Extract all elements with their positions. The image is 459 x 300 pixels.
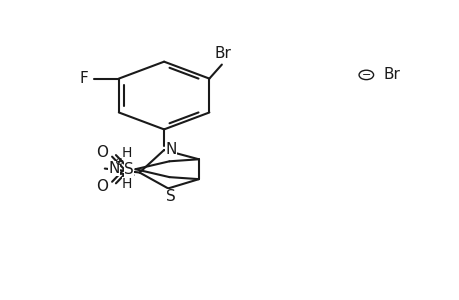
Text: S: S [124, 162, 134, 177]
Text: N: N [165, 142, 176, 158]
Text: N: N [108, 161, 119, 176]
Text: O: O [96, 179, 108, 194]
Text: H: H [122, 146, 132, 160]
Text: O: O [96, 145, 108, 160]
Text: H: H [122, 177, 132, 191]
Text: ⊕: ⊕ [114, 157, 124, 167]
Text: S: S [165, 189, 175, 204]
Text: F: F [79, 71, 88, 86]
Text: −: − [361, 70, 370, 80]
Text: Br: Br [214, 46, 231, 61]
Text: Br: Br [383, 68, 400, 82]
